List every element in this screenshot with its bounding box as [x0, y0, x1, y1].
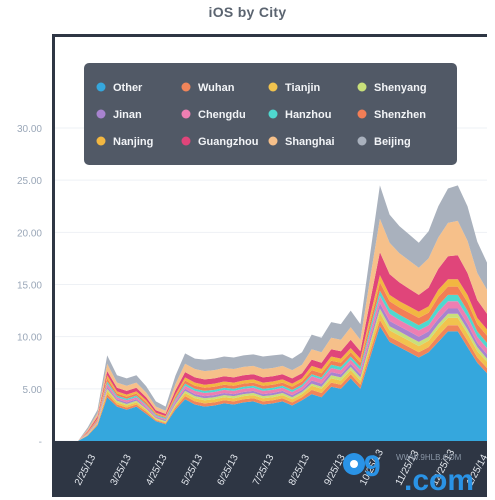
plot-top-edge: [52, 34, 487, 37]
plot-background: [52, 34, 487, 497]
legend-swatch-wuhan: [181, 82, 191, 92]
watermark-brand: 9: [364, 450, 381, 483]
legend-label-hanzhou: Hanzhou: [285, 109, 331, 121]
legend-swatch-jinan: [96, 109, 106, 119]
x-axis-band: [52, 441, 487, 497]
area-layer: [78, 185, 487, 441]
legend-swatch-hanzhou: [268, 109, 278, 119]
watermark-logo: 9 .com WWW.9HLB.COM: [343, 450, 474, 497]
legend-swatch-shenyang: [357, 82, 367, 92]
y-tick-label: 10.00: [17, 333, 42, 344]
area-series-guangzhou: [78, 252, 487, 441]
y-tick-label: 30.00: [17, 124, 42, 135]
y-tick-label: 25.00: [17, 176, 42, 187]
legend-label-jinan: Jinan: [113, 109, 142, 121]
y-tick-label: -: [39, 437, 42, 448]
legend-swatch-shenzhen: [357, 109, 367, 119]
legend: Other Wuhan Tianjin Shenyang Jinan Chengdu Han…: [84, 63, 457, 165]
plot-left-edge: [52, 34, 55, 497]
area-series-other: [78, 326, 487, 441]
legend-swatch-chengdu: [181, 109, 191, 119]
legend-label-wuhan: Wuhan: [198, 82, 235, 94]
legend-swatch-nanjing: [96, 136, 106, 146]
legend-swatch-shanghai: [268, 136, 278, 146]
area-series-tianjin: [78, 312, 487, 441]
legend-label-guangzhou: Guangzhou: [198, 136, 259, 148]
legend-label-beijing: Beijing: [374, 136, 411, 148]
legend-label-shenzhen: Shenzhen: [374, 109, 426, 121]
legend-label-shenyang: Shenyang: [374, 82, 427, 94]
chart-title: iOS by City: [208, 4, 287, 20]
legend-label-other: Other: [113, 82, 143, 94]
watermark-small-text: WWW.9HLB.COM: [396, 453, 462, 462]
y-tick-label: 5.00: [23, 385, 43, 396]
area-series-chengdu: [78, 296, 487, 441]
legend-label-nanjing: Nanjing: [113, 136, 153, 148]
watermark-domain: .com: [404, 464, 474, 497]
y-axis-ticks: - 5.00 10.00 15.00 20.00 25.00 30.00: [17, 124, 42, 448]
legend-swatch-tianjin: [268, 82, 278, 92]
area-series-beijing: [78, 185, 487, 441]
legend-swatch-guangzhou: [181, 136, 191, 146]
y-tick-label: 15.00: [17, 281, 42, 292]
legend-swatch-other: [96, 82, 106, 92]
y-tick-label: 20.00: [17, 228, 42, 239]
area-series-wuhan: [78, 320, 487, 441]
watermark-dot-inner: [350, 460, 358, 468]
legend-swatch-beijing: [357, 136, 367, 146]
legend-label-shanghai: Shanghai: [285, 136, 335, 148]
area-series-shanghai: [78, 218, 487, 441]
legend-label-tianjin: Tianjin: [285, 82, 321, 94]
legend-label-chengdu: Chengdu: [198, 109, 246, 121]
